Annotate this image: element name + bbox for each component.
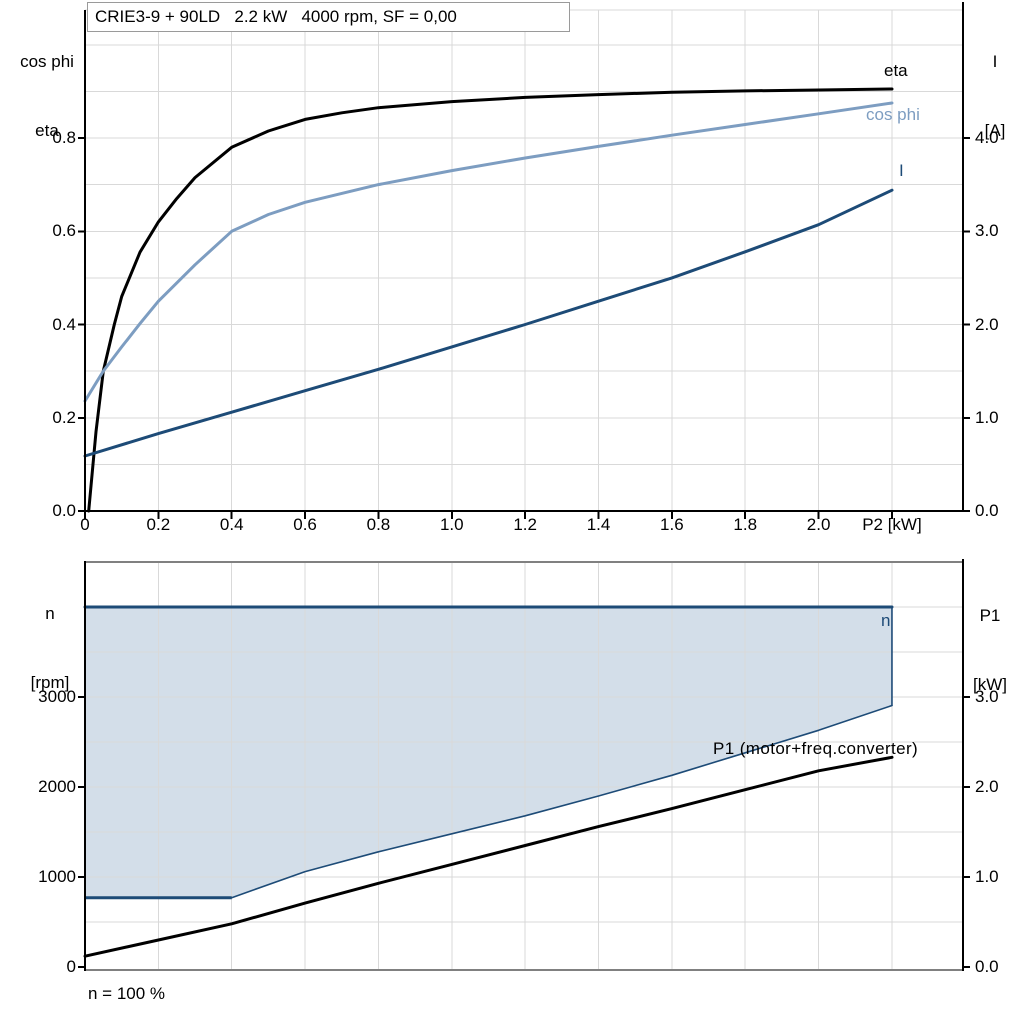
y-left-tick-label: 0 (66, 957, 76, 976)
axis-label-current: I [A] (967, 4, 1023, 188)
axis-label-speed: n [rpm] (17, 556, 83, 740)
y-left-tick-label: 0.8 (52, 128, 76, 147)
chart-title-box: CRIE3-9 + 90LD 2.2 kW 4000 rpm, SF = 0,0… (87, 2, 570, 32)
x-tick-label: 0.2 (146, 515, 171, 534)
y-right-tick-label: 3.0 (975, 687, 999, 706)
y-right-tick-label: 1.0 (975, 407, 999, 427)
y-left-tick-label: 0.6 (52, 221, 76, 241)
curve-label-p1: P1 (motor+freq.converter) (713, 739, 919, 758)
axis-label-line: [A] (984, 121, 1006, 140)
y-left-tick-label: 3000 (38, 687, 76, 706)
y-left-tick-label: 1000 (38, 867, 76, 886)
axis-label-cosphi-eta: cos phi eta (8, 4, 86, 188)
speed-range-band (85, 607, 892, 898)
axis-label-line: P1 (979, 606, 1001, 625)
y-right-tick-label: 3.0 (975, 221, 999, 241)
x-tick-label: 1.4 (586, 515, 611, 534)
y-right-tick-label: 1.0 (975, 867, 999, 886)
axis-label-p1: P1 [kW] (957, 558, 1023, 742)
curve-label-current: I (899, 161, 904, 180)
axis-label-line: eta (35, 121, 59, 140)
y-right-tick-label: 2.0 (975, 314, 999, 334)
chart-title: CRIE3-9 + 90LD 2.2 kW 4000 rpm, SF = 0,0… (95, 7, 457, 26)
y-right-tick-label: 2.0 (975, 777, 999, 796)
axis-label-line: cos phi (20, 52, 74, 71)
speed-lower-limit-curve (84, 704, 893, 899)
axis-label-line: I (992, 52, 998, 71)
x-tick-label: 2.0 (806, 515, 831, 534)
y-left-tick-label: 0.2 (52, 407, 76, 427)
x-tick-label: 0 (80, 515, 90, 534)
x-tick-label: 0.4 (219, 515, 244, 534)
x-tick-label: P2 [kW] (862, 515, 922, 534)
y-left-tick-label: 0.4 (52, 314, 76, 334)
curve-label-cosphi: cos phi (866, 105, 920, 124)
x-tick-label: 1.0 (439, 515, 464, 534)
x-tick-label: 1.2 (513, 515, 537, 534)
x-tick-label: 0.6 (293, 515, 317, 534)
cos-phi-curve (83, 101, 894, 403)
curve-label-eta: eta (884, 61, 908, 80)
I-curve (83, 188, 894, 458)
x-tick-label: 1.6 (660, 515, 684, 534)
curve-label-n: n (881, 611, 891, 630)
eta-curve (87, 87, 894, 513)
y-right-tick-label: 4.0 (975, 128, 999, 147)
axis-label-line: [kW] (973, 675, 1007, 694)
footnote-n-100-percent: n = 100 % (88, 984, 166, 1003)
y-right-tick-label: 0.0 (975, 501, 999, 520)
p1-curve (83, 755, 894, 958)
axis-label-line: n (45, 604, 55, 623)
axis-label-line: [rpm] (30, 673, 70, 692)
y-right-tick-label: 0.0 (975, 957, 999, 976)
x-tick-label: 0.8 (366, 515, 391, 534)
x-tick-label: 1.8 (733, 515, 758, 534)
y-left-tick-label: 0.0 (52, 501, 76, 520)
y-left-tick-label: 2000 (38, 777, 76, 796)
